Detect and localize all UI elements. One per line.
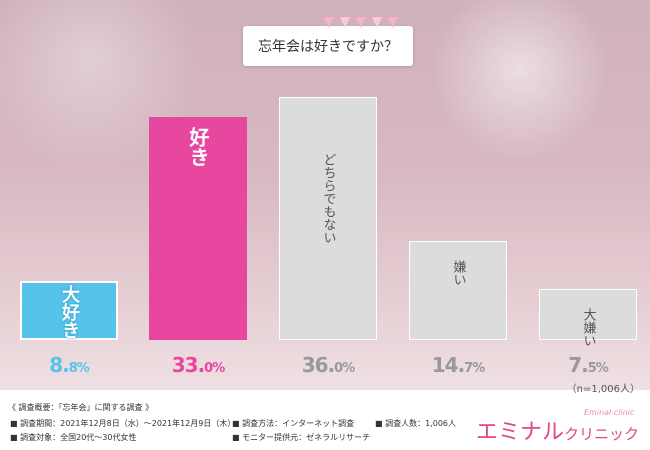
logo-main-text: エミナル [476, 420, 565, 445]
category-label: どちらでもない [320, 153, 336, 244]
survey-method: 調査方法：インターネット調査 [242, 419, 355, 428]
value-label: 7.5% [538, 353, 638, 377]
category-label: 大好き [59, 284, 80, 339]
survey-period: 調査期間：2021年12月8日（水）～2021年12月9日（木） [20, 419, 236, 428]
category-label: 嫌い [450, 259, 466, 286]
value-label: 14.7% [408, 353, 508, 377]
value-label-int: 8. [49, 353, 69, 377]
bar-4: 嫌い [409, 240, 507, 340]
category-label: 好き [186, 127, 210, 168]
category-label: 大嫌い [580, 308, 596, 348]
value-label: 36.0% [278, 353, 378, 377]
bar-5: 大嫌い [539, 289, 637, 347]
value-label-int: 33. [171, 353, 205, 377]
value-label-int: 14. [431, 353, 465, 377]
survey-people: 調査人数：1,006人 [385, 419, 457, 428]
survey-target: 調査対象：全国20代～30代女性 [20, 433, 137, 442]
survey-monitor: モニター提供元：ゼネラルリサーチ [242, 433, 371, 442]
sample-size-note: （n=1,006人） [566, 384, 640, 395]
survey-heading: 《 調査概要：「忘年会」に関する調査 》 [8, 403, 154, 412]
value-label-int: 7. [568, 353, 588, 377]
value-label-int: 36. [301, 353, 335, 377]
logo-script-text: Eminal clinic [584, 408, 635, 417]
value-label: 33.0% [148, 353, 248, 377]
chart-title: 忘年会は好きですか？ [258, 39, 398, 55]
survey-footer: 《 調査概要：「忘年会」に関する調査 》 ■ 調査期間：2021年12月8日（水… [0, 398, 650, 450]
bar-2: 好き [149, 117, 247, 340]
bar-3: どちらでもない [279, 97, 377, 340]
chart-title-box: 忘年会は好きですか？ [243, 26, 413, 66]
bunting-decoration-icon [320, 16, 400, 28]
value-label-dec: 0% [204, 361, 225, 376]
value-label: 8.8% [19, 353, 119, 377]
value-label-dec: 5% [587, 361, 609, 376]
clinic-logo: エミナルクリニック Eminal clinic [476, 408, 640, 446]
value-label-dec: 7% [464, 361, 485, 376]
value-label-dec: 0% [334, 361, 355, 376]
value-label-dec: 8% [68, 361, 90, 376]
logo-sub-text: クリニック [564, 425, 640, 443]
bar-1: 大好き [20, 280, 118, 340]
